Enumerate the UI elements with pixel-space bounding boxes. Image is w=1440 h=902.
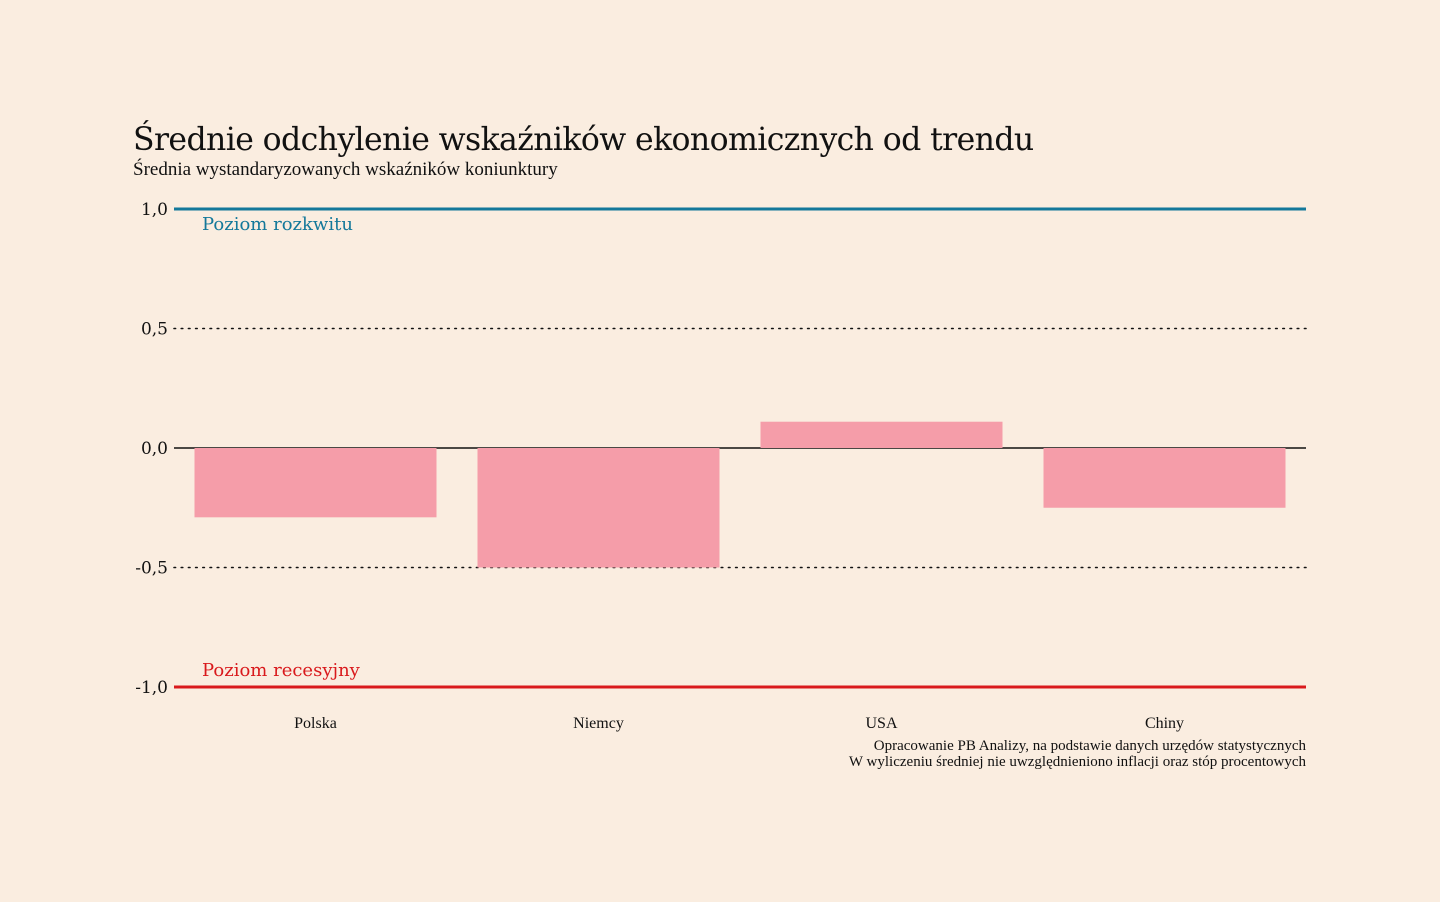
y-tick-label: 0,0 xyxy=(141,439,168,459)
bars-layer xyxy=(194,421,1286,568)
source-note: Opracowanie PB Analizy, na podstawie dan… xyxy=(849,738,1307,770)
reference-lines: Poziom rozkwitu Poziom recesyjny xyxy=(174,207,1306,689)
category-label: Polska xyxy=(294,715,337,732)
y-tick-label: 1,0 xyxy=(141,200,168,220)
reference-line-label: Poziom rozkwitu xyxy=(202,214,353,235)
category-label: USA xyxy=(865,715,897,732)
source-line-2: W wyliczeniu średniej nie uwzględnienion… xyxy=(849,754,1307,770)
y-axis: 1,0 0,5 0,0 -0,5 -1,0 xyxy=(135,200,168,698)
bar-chiny xyxy=(1043,448,1286,508)
bar-niemcy xyxy=(477,448,720,568)
y-tick-label: 0,5 xyxy=(141,320,168,340)
category-label: Niemcy xyxy=(573,715,624,732)
y-tick-label: -1,0 xyxy=(135,678,168,698)
reference-line-label: Poziom recesyjny xyxy=(202,660,361,681)
chart-subtitle: Średnia wystandaryzowanych wskaźników ko… xyxy=(133,159,558,180)
category-label: Chiny xyxy=(1145,715,1184,732)
chart-title: Średnie odchylenie wskaźników ekonomiczn… xyxy=(133,122,1034,158)
bar-polska xyxy=(194,448,437,518)
x-axis-categories: Polska Niemcy USA Chiny xyxy=(294,715,1184,732)
y-tick-label: -0,5 xyxy=(135,559,168,579)
bar-usa xyxy=(760,421,1003,448)
source-line-1: Opracowanie PB Analizy, na podstawie dan… xyxy=(874,738,1307,754)
